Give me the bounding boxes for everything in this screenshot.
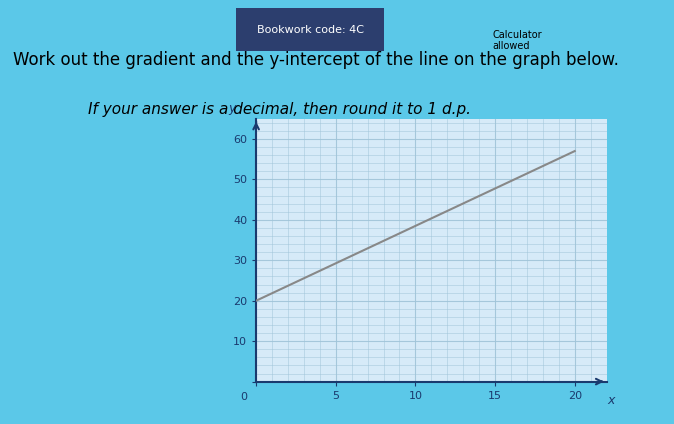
Text: Work out the gradient and the y-intercept of the line on the graph below.: Work out the gradient and the y-intercep…: [13, 51, 619, 69]
Text: x: x: [608, 394, 615, 407]
Text: Calculator
allowed: Calculator allowed: [492, 30, 542, 51]
Text: 0: 0: [240, 392, 247, 402]
Text: If your answer is a decimal, then round it to 1 d.p.: If your answer is a decimal, then round …: [88, 102, 470, 117]
Text: Bookwork code: 4C: Bookwork code: 4C: [257, 25, 363, 35]
Text: y: y: [228, 102, 236, 114]
